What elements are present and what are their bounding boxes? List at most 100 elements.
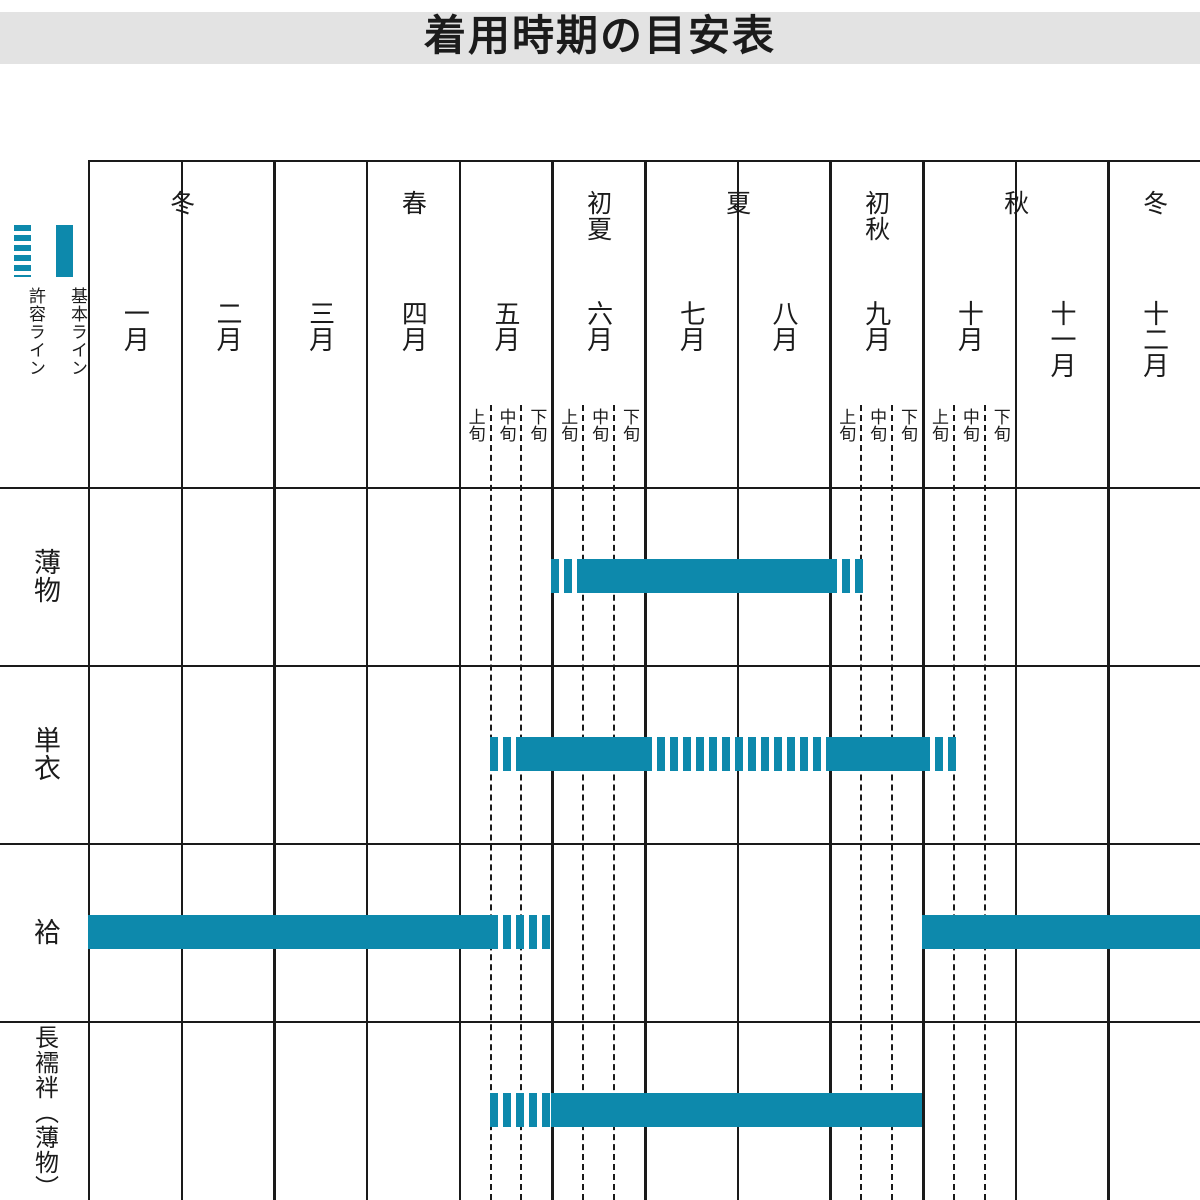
grid-vline-season — [644, 160, 647, 1200]
month-cell-2: 二月 — [181, 300, 274, 390]
month-label: 七月 — [675, 300, 706, 352]
page-title: 着用時期の目安表 — [423, 11, 776, 60]
row-label-1: 薄物 — [0, 487, 88, 665]
season-cell-2: 初夏 — [551, 190, 644, 290]
decade-cell-5-2: 中旬 — [490, 408, 521, 478]
month-cell-5: 五月 — [459, 300, 552, 390]
decade-cell-6-3: 下旬 — [613, 408, 644, 478]
grid-vline-month — [458, 160, 461, 1200]
bar-3-2 — [490, 915, 552, 949]
bar-1-1 — [551, 559, 583, 593]
grid-vline-season — [1107, 160, 1111, 1200]
month-cell-1: 一月 — [88, 300, 181, 390]
month-cell-10: 十月 — [922, 300, 1015, 390]
decade-label: 上旬 — [927, 408, 948, 442]
month-cell-8: 八月 — [737, 300, 830, 390]
season-label: 初秋 — [861, 190, 891, 242]
legend: 許容ライン 基本ライン — [0, 225, 88, 455]
month-label: 一月 — [119, 300, 150, 352]
season-cell-4: 初秋 — [829, 190, 922, 290]
month-label: 九月 — [860, 300, 891, 352]
decade-cell-9-3: 下旬 — [891, 408, 922, 478]
decade-label: 中旬 — [588, 408, 609, 442]
grid-vline-month — [366, 160, 368, 1200]
grid-vline-season — [829, 160, 833, 1200]
grid-vline-decade — [860, 405, 863, 1200]
legend-label-tolerance: 許容ライン — [25, 287, 45, 377]
grid-vline-label-column — [88, 160, 90, 1200]
title-band — [0, 12, 1200, 64]
grid-vline-month — [180, 160, 183, 1200]
decade-label: 上旬 — [464, 408, 485, 442]
season-cell-0: 冬 — [88, 190, 273, 290]
grid-vline-decade — [891, 405, 894, 1200]
bar-2-4 — [829, 737, 922, 771]
season-label: 春 — [398, 190, 428, 216]
season-label: 夏 — [722, 190, 752, 216]
grid-hline — [0, 487, 1200, 489]
bar-2-1 — [490, 737, 521, 771]
legend-item-basic: 基本ライン — [46, 225, 87, 455]
decade-cell-6-2: 中旬 — [582, 408, 613, 478]
grid-vline-month — [736, 160, 739, 1200]
grid-vline-season — [551, 160, 555, 1200]
month-cell-7: 七月 — [644, 300, 737, 390]
bar-3-3 — [922, 915, 1200, 949]
decade-cell-6-1: 上旬 — [551, 408, 582, 478]
grid-vline-month — [1014, 160, 1017, 1200]
season-cell-5: 秋 — [922, 190, 1107, 290]
legend-label-basic: 基本ライン — [67, 287, 87, 377]
grid-vline-decade — [952, 405, 955, 1200]
grid-vline-decade — [613, 405, 616, 1200]
month-label: 五月 — [489, 300, 520, 352]
season-cell-1: 春 — [273, 190, 551, 290]
decade-cell-5-3: 下旬 — [520, 408, 551, 478]
month-label: 十一月 — [1045, 300, 1076, 378]
month-cell-6: 六月 — [551, 300, 644, 390]
month-label: 八月 — [767, 300, 798, 352]
grid-hline — [0, 665, 1200, 667]
season-label: 秋 — [1000, 190, 1030, 216]
decade-cell-5-1: 上旬 — [459, 408, 490, 478]
season-cell-6: 冬 — [1107, 190, 1200, 290]
decade-label: 上旬 — [557, 408, 578, 442]
decade-cell-9-1: 上旬 — [829, 408, 860, 478]
month-cell-3: 三月 — [273, 300, 366, 390]
bar-1-2 — [582, 559, 830, 593]
decade-label: 中旬 — [495, 408, 516, 442]
basic-swatch-icon — [56, 225, 73, 277]
grid-vline-decade — [489, 405, 492, 1200]
legend-item-tolerance: 許容ライン — [4, 225, 45, 455]
bar-1-3 — [829, 559, 868, 593]
season-cell-3: 夏 — [644, 190, 829, 290]
bar-2-3 — [644, 737, 830, 771]
row-label-2: 単衣 — [0, 665, 88, 843]
month-label: 十二月 — [1138, 300, 1169, 378]
month-label: 十月 — [953, 300, 984, 352]
row-label-3: 袷 — [0, 843, 88, 1021]
decade-label: 上旬 — [835, 408, 856, 442]
season-label: 冬 — [166, 190, 196, 216]
decade-label: 下旬 — [989, 408, 1010, 442]
decade-label: 下旬 — [619, 408, 640, 442]
row-label-4: 長襦袢（薄物） — [0, 1021, 88, 1200]
bar-3-1 — [88, 915, 491, 949]
bar-2-2 — [520, 737, 644, 771]
decade-label: 下旬 — [897, 408, 918, 442]
month-cell-9: 九月 — [829, 300, 922, 390]
month-cell-4: 四月 — [366, 300, 459, 390]
grid-vline-decade — [582, 405, 585, 1200]
row-label-text: 薄物 — [29, 548, 60, 604]
row-label-text: 袷 — [29, 918, 60, 946]
month-cell-11: 十一月 — [1015, 300, 1108, 390]
month-label: 六月 — [582, 300, 613, 352]
decade-label: 中旬 — [958, 408, 979, 442]
season-label: 冬 — [1139, 190, 1169, 216]
decade-cell-10-1: 上旬 — [922, 408, 953, 478]
decade-label: 中旬 — [866, 408, 887, 442]
grid-hline — [0, 843, 1200, 845]
row-label-text: 長襦袢（薄物） — [30, 1025, 59, 1200]
month-label: 四月 — [397, 300, 428, 352]
grid-vline-season — [273, 160, 277, 1200]
